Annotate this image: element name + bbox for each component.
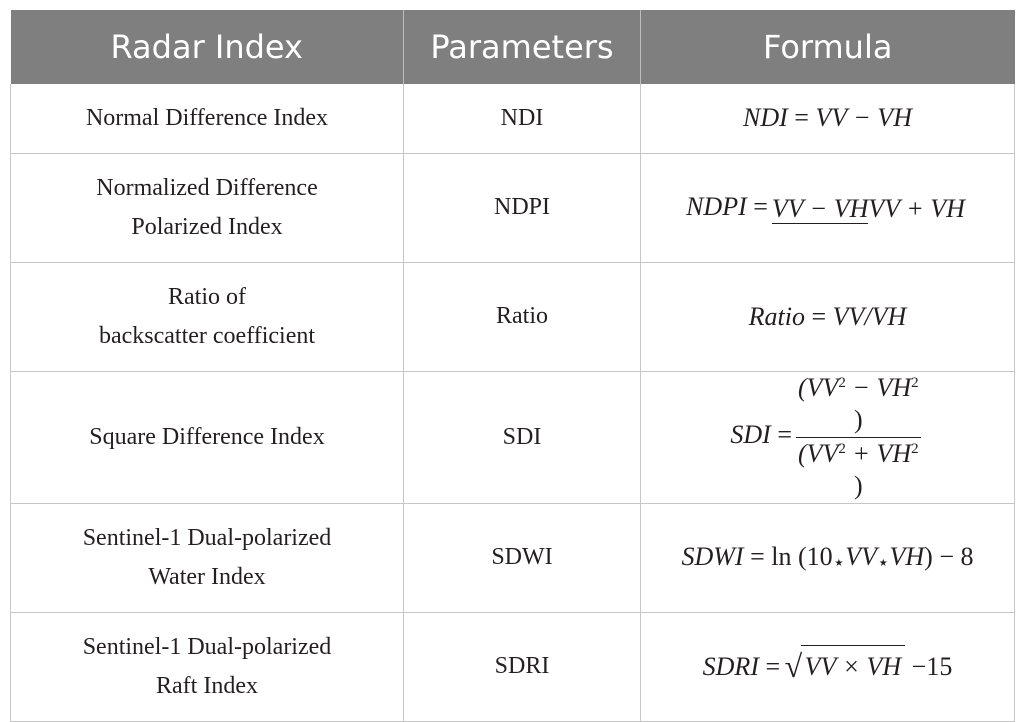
header-row: Radar Index Parameters Formula — [10, 10, 1015, 84]
radar-index-name: Polarized Index — [131, 213, 283, 240]
radar-index-cell: Sentinel-1 Dual-polarized Raft Index — [10, 612, 404, 722]
radar-index-cell: Ratio of backscatter coefficient — [10, 262, 404, 372]
square-root: √ VV × VH — [785, 645, 906, 688]
formula-cell: Ratio = VV/VH — [640, 262, 1015, 372]
radar-index-name: Normalized Difference — [96, 175, 318, 202]
formula-cell: SDWI = ln (10⋆VV⋆VH) − 8 — [640, 503, 1015, 613]
formula-cell: SDI = (VV2 − VH2) (VV2 + VH2) — [640, 371, 1015, 504]
table-row: Normalized Difference Polarized Index NDP… — [10, 153, 1015, 263]
table-row: Normal Difference Index NDI NDI = VV − V… — [10, 84, 1015, 154]
table-row: Sentinel-1 Dual-polarized Water Index SDW… — [10, 503, 1015, 613]
formula-ratio: Ratio = VV/VH — [748, 301, 907, 331]
radar-index-name: Normal Difference Index — [85, 105, 329, 132]
header-parameters: Parameters — [403, 10, 641, 84]
radar-index-name: Sentinel-1 Dual-polarized — [82, 634, 332, 661]
formula-sdi: SDI = (VV2 − VH2) (VV2 + VH2) — [730, 372, 921, 500]
parameter-cell: NDI — [403, 84, 641, 154]
formula-sdwi: SDWI = ln (10⋆VV⋆VH) − 8 — [681, 542, 974, 574]
radar-index-name: Sentinel-1 Dual-polarized — [82, 525, 332, 552]
parameter-cell: SDRI — [403, 612, 641, 722]
radar-index-name: Raft Index — [156, 672, 258, 699]
parameter-cell: SDWI — [403, 503, 641, 613]
radar-index-cell: Square Difference Index — [10, 371, 404, 504]
parameter-cell: SDI — [403, 371, 641, 504]
formula-cell: NDI = VV − VH — [640, 84, 1015, 154]
parameter-cell: NDPI — [403, 153, 641, 263]
formula-ndi: NDI = VV − VH — [743, 103, 912, 133]
formula-cell: NDPI = VV − VHVV + VH — [640, 153, 1015, 263]
table-row: Square Difference Index SDI SDI = (VV2 − … — [10, 371, 1015, 504]
radar-index-cell: Sentinel-1 Dual-polarized Water Index — [10, 503, 404, 613]
formula-sdri: SDRI = √ VV × VH −15 — [703, 645, 952, 684]
formula-ndpi: NDPI = VV − VHVV + VH — [686, 191, 965, 224]
table-row: Ratio of backscatter coefficient Ratio Ra… — [10, 262, 1015, 372]
radar-index-name: Ratio of — [168, 284, 246, 311]
radar-index-name: Square Difference Index — [89, 423, 325, 450]
radar-index-table: Radar Index Parameters Formula Normal Di… — [10, 10, 1015, 722]
radar-index-name: Water Index — [148, 563, 266, 590]
header-formula: Formula — [640, 10, 1015, 84]
table-row: Sentinel-1 Dual-polarized Raft Index SDRI… — [10, 612, 1015, 722]
radar-index-cell: Normal Difference Index — [10, 84, 404, 154]
radar-index-cell: Normalized Difference Polarized Index — [10, 153, 404, 263]
header-radar-index: Radar Index — [10, 10, 404, 84]
parameter-cell: Ratio — [403, 262, 641, 372]
formula-cell: SDRI = √ VV × VH −15 — [640, 612, 1015, 722]
radar-index-name: backscatter coefficient — [98, 322, 316, 349]
